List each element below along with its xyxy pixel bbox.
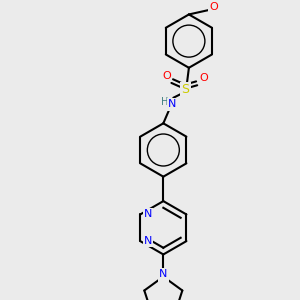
Text: O: O bbox=[162, 70, 171, 81]
Text: S: S bbox=[182, 83, 190, 97]
Text: N: N bbox=[144, 236, 152, 246]
Text: O: O bbox=[199, 73, 208, 83]
Text: N: N bbox=[159, 269, 167, 279]
Text: N: N bbox=[168, 99, 176, 110]
Text: N: N bbox=[159, 271, 167, 281]
Text: O: O bbox=[209, 2, 218, 12]
Text: H: H bbox=[161, 97, 168, 107]
Text: N: N bbox=[144, 209, 152, 219]
